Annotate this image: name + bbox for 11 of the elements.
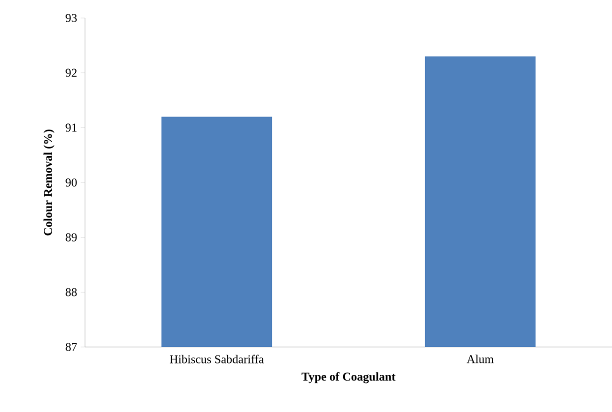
y-axis-title: Colour Removal (%) bbox=[44, 130, 54, 236]
y-tick-label: 89 bbox=[66, 233, 77, 242]
x-tick-label: Hibiscus Sabdariffa bbox=[170, 354, 264, 364]
y-tick-label: 88 bbox=[66, 288, 77, 296]
x-axis-title: Type of Coagulant bbox=[302, 372, 396, 384]
x-tick-label: Alum bbox=[466, 354, 494, 364]
y-tick-label: 93 bbox=[66, 14, 77, 22]
y-tick-label: 90 bbox=[66, 178, 77, 187]
y-tick-label: 87 bbox=[66, 342, 77, 352]
y-tick-label: 91 bbox=[66, 124, 77, 132]
y-tick-label: 92 bbox=[66, 68, 77, 77]
